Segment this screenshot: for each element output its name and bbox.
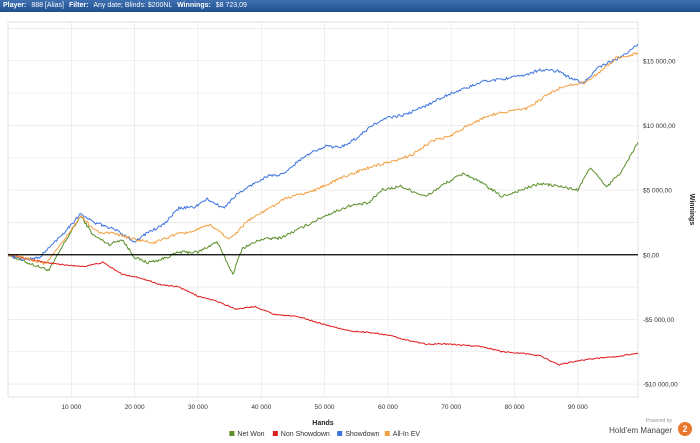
brand-name: Hold'em Manager [609, 426, 672, 435]
y-axis-ticks: $15 000,00 $10 000,00 $5 000,00 $0,00 -$5 00… [643, 58, 678, 388]
player-value: 888 [Alias] [31, 2, 64, 9]
legend-swatch [272, 431, 278, 436]
series-line-all-in-ev [7, 52, 639, 265]
legend-swatch [337, 431, 343, 436]
legend-label: Non Showdown [281, 431, 330, 438]
legend: Net Won Non Showdown Showdown All-In EV [229, 431, 420, 438]
y-axis-title: Winnings [688, 194, 695, 226]
x-tick-label: 90 000 [568, 404, 588, 411]
x-tick-label: 30 000 [188, 404, 208, 411]
winnings-chart: 10 000 20 000 30 000 40 000 50 000 60 000 70 0… [7, 21, 695, 438]
x-tick-label: 80 000 [505, 404, 525, 411]
y-tick-label: $10 000,00 [643, 123, 676, 130]
series-lines [7, 43, 639, 366]
x-axis-title: Hands [312, 420, 334, 427]
series-line-net-won [7, 142, 639, 275]
branding: Powered by Hold'em Manager 2 [609, 418, 692, 440]
powered-by-text: Powered by [645, 418, 672, 424]
x-tick-label: 50 000 [315, 404, 335, 411]
x-tick-label: 20 000 [125, 404, 145, 411]
y-tick-label: -$10 000,00 [643, 382, 678, 389]
chart-header: Player: 888 [Alias] Filter: Any date; Bl… [0, 0, 700, 12]
legend-swatch [229, 431, 235, 436]
legend-label: Showdown [345, 431, 379, 438]
y-tick-label: -$5 000,00 [643, 317, 674, 324]
filter-value: Any date; Blinds: $200NL [93, 2, 173, 9]
x-tick-label: 10 000 [61, 404, 81, 411]
x-tick-label: 70 000 [441, 404, 461, 411]
filter-label: Filter: [68, 2, 89, 9]
x-tick-label: 60 000 [378, 404, 398, 411]
y-tick-label: $5 000,00 [643, 188, 672, 195]
y-tick-label: $0,00 [643, 252, 660, 259]
legend-label: All-In EV [393, 431, 421, 438]
hm2-logo-icon: 2 [678, 422, 692, 436]
y-tick-label: $15 000,00 [643, 58, 676, 65]
winnings-value: $8 723,09 [215, 2, 247, 9]
legend-swatch [384, 431, 390, 436]
winnings-label: Winnings: [177, 2, 211, 9]
legend-label: Net Won [237, 431, 264, 438]
x-tick-label: 40 000 [251, 404, 271, 411]
x-axis-ticks: 10 000 20 000 30 000 40 000 50 000 60 000 70 0… [61, 404, 588, 411]
series-line-non-showdown [7, 254, 639, 366]
plot-border [7, 21, 639, 398]
grid-lines [7, 21, 639, 398]
player-label: Player: [3, 2, 27, 9]
series-line-showdown [7, 43, 639, 261]
